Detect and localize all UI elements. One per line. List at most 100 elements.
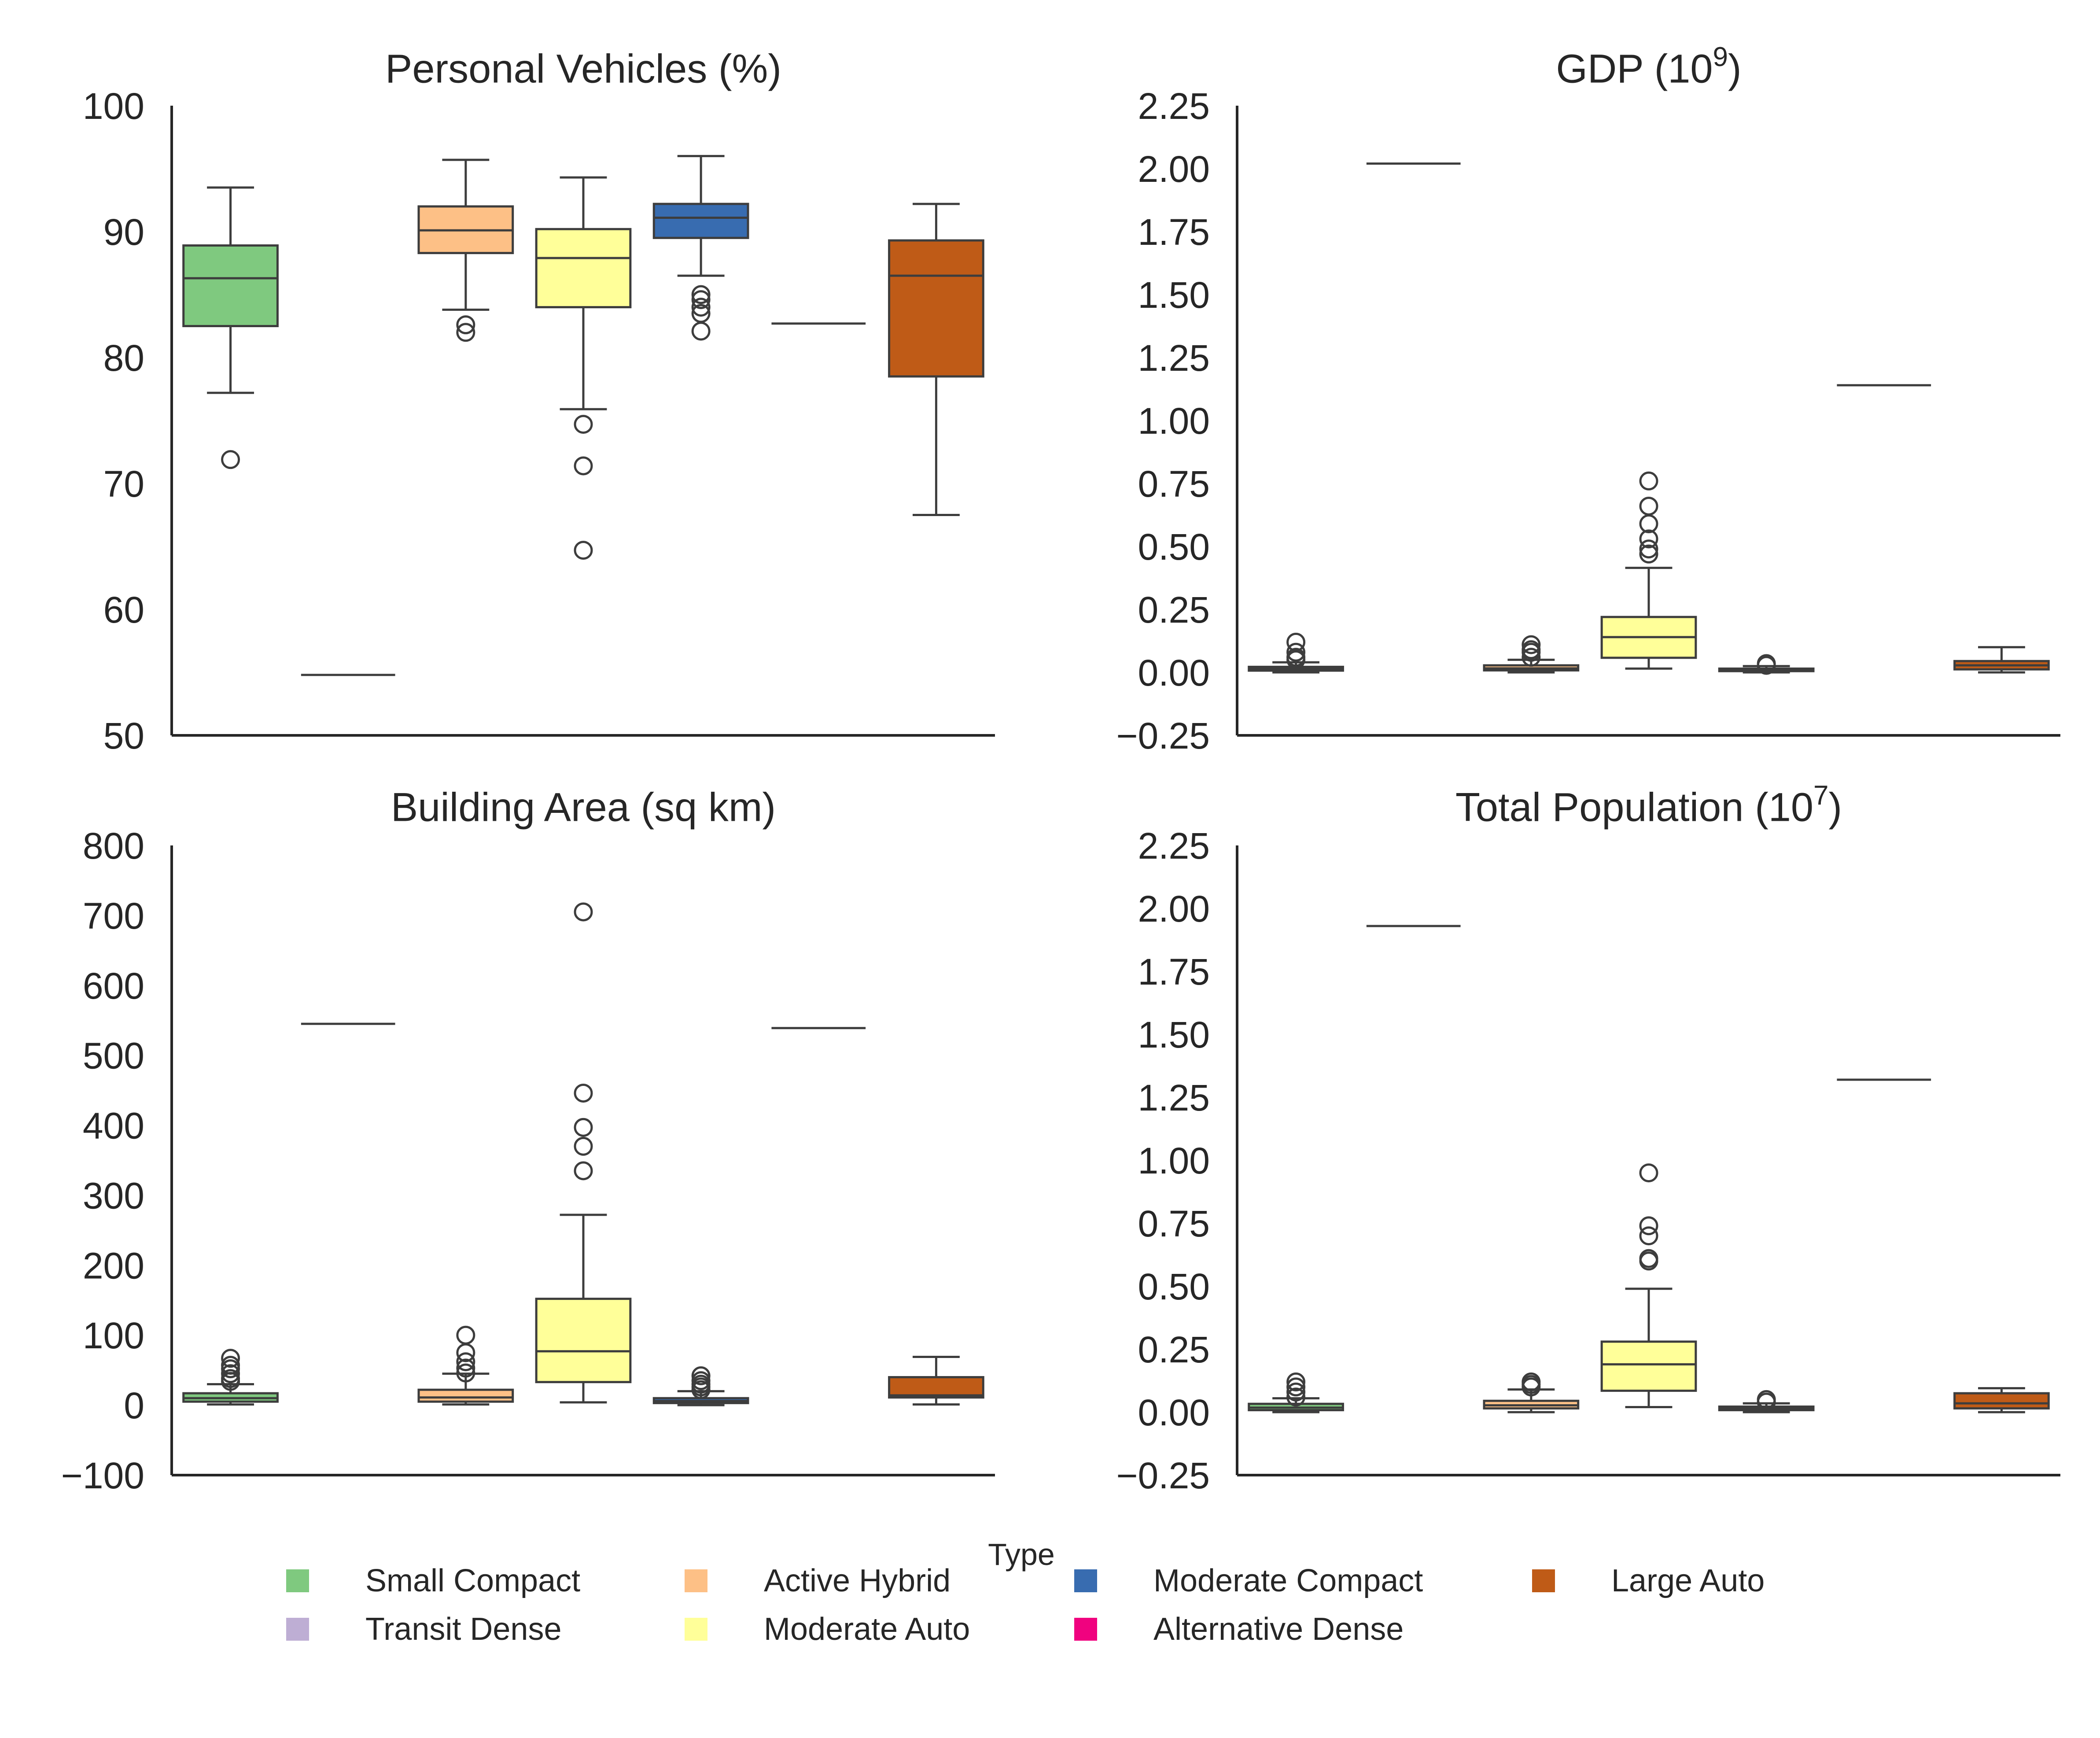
box-small-compact: [1248, 1372, 1344, 1413]
y-tick-label: 0: [124, 1385, 144, 1426]
outlier-point: [1639, 471, 1658, 491]
legend-label: Large Auto: [1611, 1563, 1765, 1598]
y-tick-label: 0.50: [1138, 1266, 1210, 1307]
outlier-point: [1639, 1216, 1658, 1236]
y-tick-label: 2.00: [1138, 888, 1210, 930]
y-tick-label: 70: [103, 463, 144, 505]
outlier-point: [221, 1364, 240, 1384]
y-tick-label: 2.25: [1138, 85, 1210, 127]
outlier-point: [574, 1137, 593, 1156]
y-tick-label: 100: [83, 85, 144, 127]
y-tick-label: 1.00: [1138, 1140, 1210, 1181]
iqr-box: [1600, 1340, 1697, 1392]
panel-title: Total Population (107): [1455, 780, 1842, 830]
outlier-point: [1522, 648, 1541, 667]
outlier-point: [456, 1363, 475, 1383]
subplot-3: −100 0 100 200 300 400 500 600 700 800: [61, 825, 995, 1496]
outlier-point: [221, 1369, 240, 1388]
box-active-hybrid: [417, 159, 514, 342]
box-moderate-compact: [1718, 654, 1815, 675]
y-tick-label: 1.75: [1138, 951, 1210, 993]
y-tick-label: 400: [83, 1105, 144, 1147]
legend-item-alternative-dense: Alternative Dense: [1074, 1612, 1404, 1647]
legend-swatch: [1532, 1569, 1555, 1592]
outlier-point: [1286, 1387, 1306, 1407]
iqr-box: [1953, 1392, 2050, 1410]
y-tick-label: −0.25: [1116, 715, 1210, 756]
y-tick-label: 600: [83, 965, 144, 1007]
outlier-point: [456, 323, 475, 342]
y-tick-label: 700: [83, 895, 144, 937]
y-tick-label: 0.25: [1138, 589, 1210, 631]
outlier-point: [1522, 635, 1541, 654]
legend-label: Active Hybrid: [764, 1563, 951, 1598]
legend-swatch: [1074, 1569, 1097, 1592]
outlier-point: [456, 315, 475, 335]
iqr-box: [535, 228, 632, 309]
outlier-point: [691, 1371, 711, 1390]
y-tick-label: 1.25: [1138, 1077, 1210, 1118]
legend-item-active-hybrid: Active Hybrid: [685, 1563, 951, 1598]
y-tick-label: 1.25: [1138, 337, 1210, 379]
box-large-auto: [888, 1355, 984, 1406]
outlier-point: [456, 1358, 475, 1378]
y-tick-label: 60: [103, 589, 144, 631]
subplot-1: 50 60 70 80 90 100: [83, 85, 995, 756]
outlier-point: [456, 1352, 475, 1372]
y-tick-label: 2.00: [1138, 148, 1210, 190]
legend-swatch: [685, 1569, 707, 1592]
legend-swatch: [286, 1618, 309, 1641]
outlier-point: [1639, 496, 1658, 516]
iqr-box: [652, 203, 749, 239]
y-tick-label: 800: [83, 825, 144, 867]
outlier-point: [1639, 1249, 1658, 1268]
y-tick-label: 100: [83, 1315, 144, 1356]
box-active-hybrid: [417, 1325, 514, 1406]
y-tick-label: 0.50: [1138, 526, 1210, 568]
legend-swatch: [1074, 1618, 1097, 1641]
legend-item-large-auto: Large Auto: [1532, 1563, 1765, 1598]
legend: Type Small Compact Transit Dense Active …: [0, 1537, 2100, 1713]
legend-item-moderate-compact: Moderate Compact: [1074, 1563, 1423, 1598]
box-moderate-compact: [652, 1366, 749, 1406]
y-tick-label: 200: [83, 1245, 144, 1286]
box-large-auto: [1953, 1387, 2050, 1413]
box-active-hybrid: [1483, 1372, 1580, 1413]
box-moderate-auto: [535, 902, 632, 1404]
box-moderate-compact: [1718, 1390, 1815, 1413]
outlier-point: [1757, 654, 1776, 673]
outlier-point: [1639, 544, 1658, 564]
y-tick-label: 1.50: [1138, 1014, 1210, 1055]
box-moderate-compact: [652, 155, 749, 341]
legend-label: Alternative Dense: [1153, 1612, 1404, 1647]
outlier-point: [574, 1083, 593, 1103]
outlier-point: [1639, 529, 1658, 549]
outlier-point: [1286, 1382, 1306, 1402]
outlier-point: [691, 321, 711, 341]
outlier-point: [574, 541, 593, 560]
box-moderate-auto: [535, 176, 632, 560]
outlier-point: [574, 456, 593, 476]
y-tick-label: 0.00: [1138, 652, 1210, 694]
y-tick-label: 0.75: [1138, 1203, 1210, 1244]
outlier-point: [691, 290, 711, 309]
iqr-box: [535, 1298, 632, 1384]
legend-label: Moderate Compact: [1153, 1563, 1423, 1598]
box-large-auto: [888, 203, 984, 516]
y-tick-label: 0.00: [1138, 1392, 1210, 1433]
y-tick-label: 500: [83, 1035, 144, 1077]
outlier-point: [1286, 648, 1306, 667]
outlier-point: [1286, 1377, 1306, 1397]
legend-label: Moderate Auto: [764, 1612, 970, 1647]
outlier-point: [1286, 632, 1306, 652]
outlier-point: [1757, 1390, 1776, 1409]
y-tick-label: 0.25: [1138, 1329, 1210, 1370]
y-tick-label: 300: [83, 1175, 144, 1216]
y-tick-label: 2.25: [1138, 825, 1210, 867]
iqr-box: [888, 1376, 984, 1399]
panel-title: Personal Vehicles (%): [385, 46, 781, 92]
box-small-compact: [182, 1349, 279, 1406]
outlier-point: [574, 415, 593, 434]
